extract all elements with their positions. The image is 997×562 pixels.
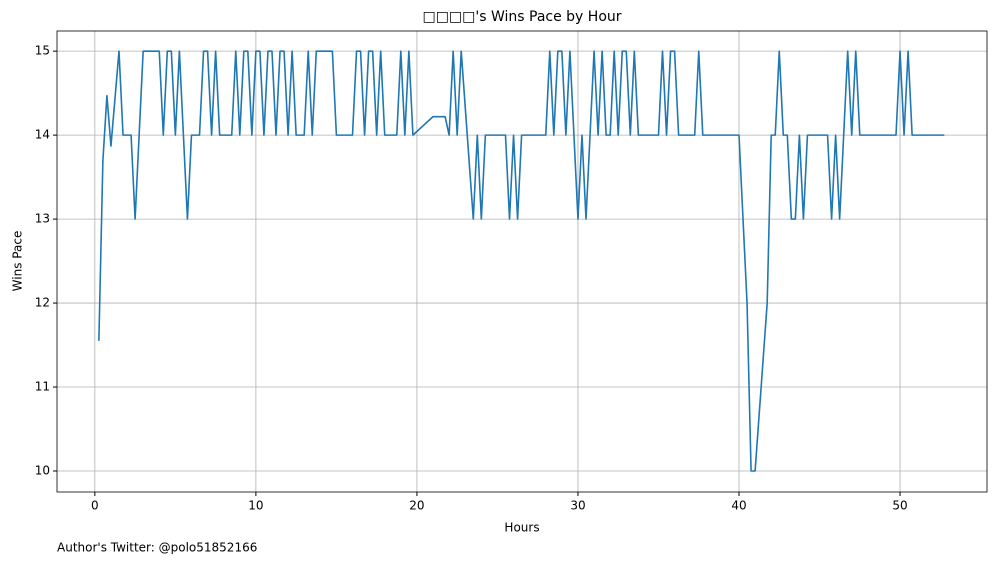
y-tick-label: 12 (35, 296, 50, 310)
data-line (98, 50, 945, 472)
plot-frame (56, 30, 988, 493)
y-tick-label: 15 (35, 44, 50, 58)
y-axis-label: Wins Pace (11, 231, 25, 292)
x-tick-label: 20 (409, 499, 424, 513)
x-tick-label: 10 (248, 499, 263, 513)
x-axis-label: Hours (504, 521, 539, 535)
y-tick-label: 10 (35, 464, 50, 478)
y-tick-label: 11 (35, 380, 50, 394)
x-tick-label: 50 (892, 499, 907, 513)
x-tick-label: 40 (731, 499, 746, 513)
y-tick-label: 13 (35, 212, 50, 226)
y-tick-label: 14 (35, 128, 50, 142)
chart-title: □□□□'s Wins Pace by Hour (422, 9, 621, 25)
x-tick-label: 0 (91, 499, 99, 513)
x-tick-label: 30 (570, 499, 585, 513)
footer-note: Author's Twitter: @polo51852166 (57, 541, 257, 555)
